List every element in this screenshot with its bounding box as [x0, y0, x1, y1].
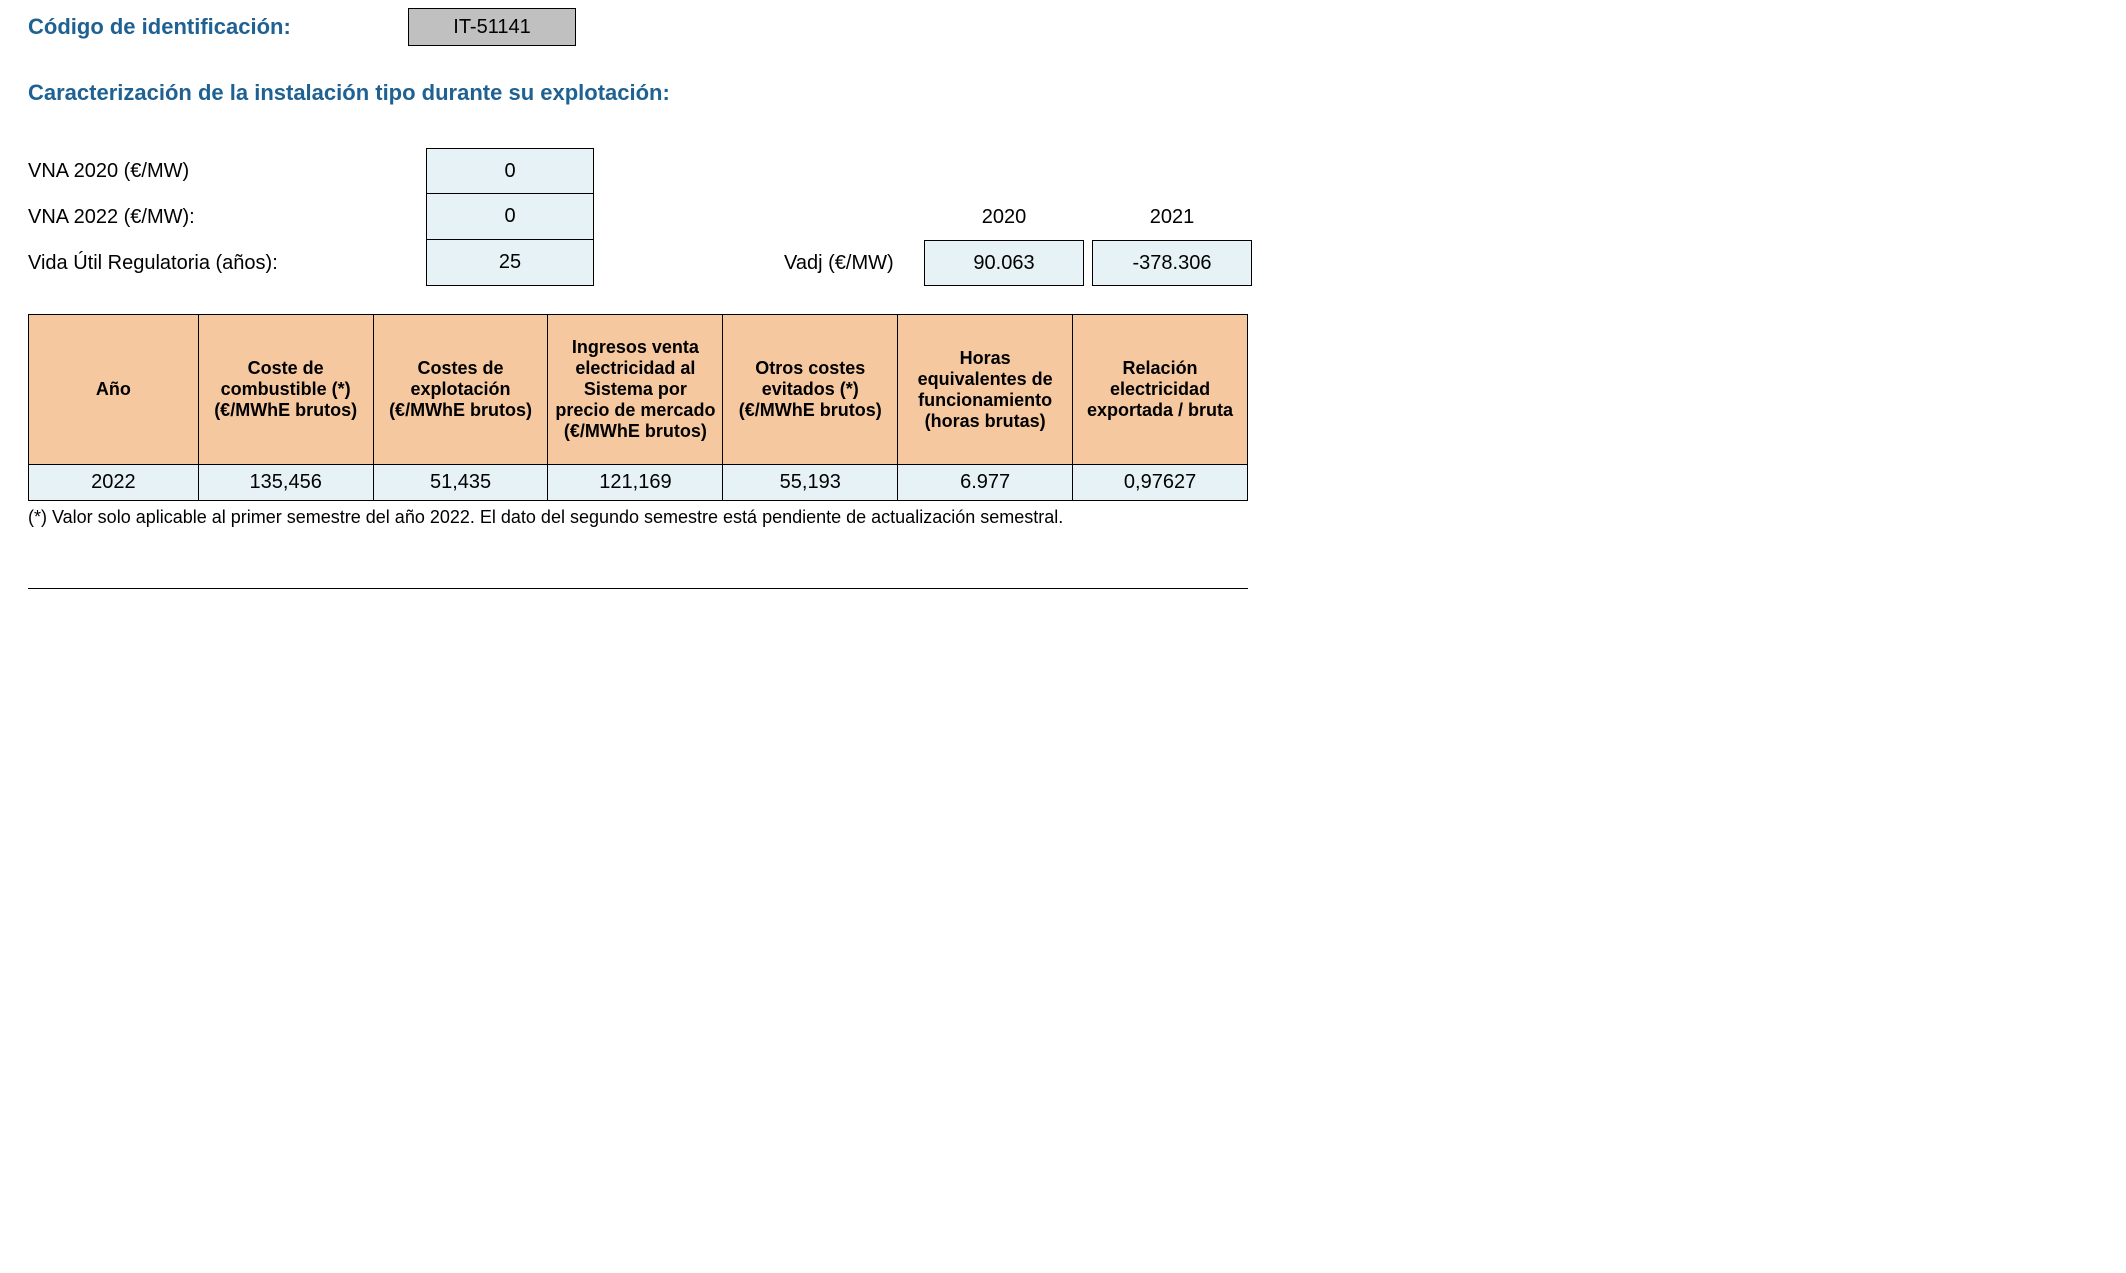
- table-row: 2022 135,456 51,435 121,169 55,193 6.977…: [29, 465, 1248, 501]
- footnote: (*) Valor solo aplicable al primer semes…: [28, 507, 2098, 528]
- section-title: Caracterización de la instalación tipo d…: [28, 80, 2098, 106]
- cell-hours: 6.977: [898, 465, 1073, 501]
- table-header-row: Año Coste de combustible (*) (€/MWhE bru…: [29, 315, 1248, 465]
- params-block: VNA 2020 (€/MW) 0 VNA 2022 (€/MW): 0 202…: [28, 148, 2098, 286]
- cell-income: 121,169: [548, 465, 723, 501]
- vadj-2021-value: -378.306: [1092, 240, 1252, 286]
- col-ratio: Relación electricidad exportada / bruta: [1073, 315, 1248, 465]
- identification-row: Código de identificación: IT-51141: [28, 8, 2098, 46]
- cell-ratio: 0,97627: [1073, 465, 1248, 501]
- vna2022-value: 0: [426, 194, 594, 240]
- separator-line: [28, 588, 1248, 589]
- vadj-2020-value: 90.063: [924, 240, 1084, 286]
- vna2022-label: VNA 2022 (€/MW):: [28, 194, 426, 240]
- col-avoided: Otros costes evitados (*) (€/MWhE brutos…: [723, 315, 898, 465]
- id-value-box: IT-51141: [408, 8, 576, 46]
- cell-year: 2022: [29, 465, 199, 501]
- id-label: Código de identificación:: [28, 14, 408, 40]
- col-fuel-cost: Coste de combustible (*) (€/MWhE brutos): [198, 315, 373, 465]
- cell-opex: 51,435: [373, 465, 548, 501]
- cell-fuel: 135,456: [198, 465, 373, 501]
- vadj-year-2020: 2020: [924, 194, 1084, 240]
- cell-avoided: 55,193: [723, 465, 898, 501]
- vida-label: Vida Útil Regulatoria (años):: [28, 240, 426, 286]
- vida-value: 25: [426, 240, 594, 286]
- vna2020-label: VNA 2020 (€/MW): [28, 148, 426, 194]
- vadj-label: Vadj (€/MW): [784, 240, 924, 286]
- data-table: Año Coste de combustible (*) (€/MWhE bru…: [28, 314, 1248, 501]
- col-opex: Costes de explotación (€/MWhE brutos): [373, 315, 548, 465]
- col-year: Año: [29, 315, 199, 465]
- vna2020-value: 0: [426, 148, 594, 194]
- vadj-year-2021: 2021: [1092, 194, 1252, 240]
- col-hours: Horas equivalentes de funcionamiento (ho…: [898, 315, 1073, 465]
- col-income: Ingresos venta electricidad al Sistema p…: [548, 315, 723, 465]
